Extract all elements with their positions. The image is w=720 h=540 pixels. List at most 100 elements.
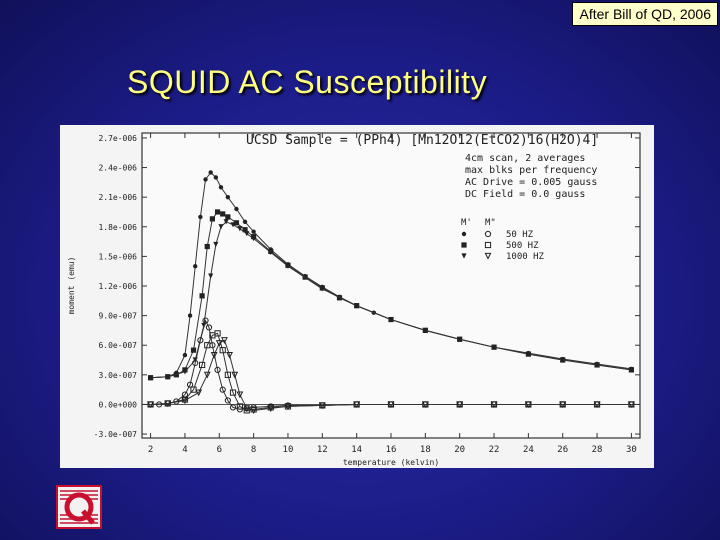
data-point (242, 219, 248, 225)
data-point (318, 402, 326, 410)
x-tick-label: 2 (148, 445, 153, 455)
data-point (225, 214, 231, 220)
data-point (243, 405, 251, 413)
data-point (267, 405, 275, 413)
data-point (221, 337, 228, 345)
data-point (251, 229, 256, 234)
data-point (229, 389, 237, 396)
y-tick-label: 3.0e-007 (98, 371, 137, 380)
x-tick-label: 6 (217, 445, 222, 455)
y-tick-label: 0.0e+000 (98, 400, 137, 409)
data-point (388, 316, 394, 323)
data-point (199, 361, 206, 369)
data-point (213, 175, 219, 180)
data-point (198, 214, 203, 220)
y-tick-label: 1.8e-006 (98, 223, 137, 232)
data-point (208, 273, 214, 279)
x-tick-label: 20 (454, 445, 465, 455)
data-point (354, 303, 360, 309)
data-point (214, 366, 221, 373)
data-point (244, 231, 250, 237)
y-tick-label: 1.5e-006 (98, 252, 137, 261)
data-point (268, 249, 274, 256)
x-axis-label: temperature (kelvin) (343, 458, 439, 467)
data-point (192, 359, 199, 367)
data-point (353, 401, 361, 409)
data-point (223, 219, 229, 225)
x-tick-label: 24 (523, 445, 534, 455)
data-point (219, 386, 226, 393)
data-point (203, 177, 208, 182)
data-point (165, 374, 171, 380)
data-point (422, 327, 428, 334)
data-point (461, 231, 467, 237)
chart-annotation: max blks per frequency (465, 165, 597, 176)
legend-entry: 500 HZ (506, 241, 539, 251)
data-point (225, 194, 231, 200)
data-point (236, 403, 243, 410)
chart-annotation: 4cm scan, 2 averages (465, 153, 585, 164)
chart-annotation: AC Drive = 0.005 gauss (465, 177, 597, 188)
data-point (213, 241, 219, 248)
data-point (457, 336, 463, 342)
y-axis-label: moment (emu) (67, 257, 76, 315)
y-tick-label: 9.0e-007 (98, 312, 137, 321)
data-point (220, 211, 226, 217)
data-point (628, 367, 635, 373)
x-tick-label: 14 (351, 445, 362, 455)
data-point (387, 401, 395, 409)
data-point (209, 216, 216, 222)
data-point (186, 381, 194, 388)
data-point (224, 397, 231, 404)
slide-title: SQUID AC Susceptibility (127, 64, 488, 100)
data-point (147, 375, 154, 381)
data-point (199, 293, 205, 299)
data-point (456, 401, 464, 409)
data-point (236, 391, 244, 399)
data-point (181, 397, 189, 405)
data-point (231, 371, 239, 379)
data-point (215, 340, 223, 347)
x-tick-label: 8 (251, 445, 256, 455)
x-tick-label: 12 (317, 445, 328, 455)
susceptibility-chart: 2 4 6 8 10 12 14 16 18 20 22 24 26 28 30 -3.0e-007 0.0e+… (60, 125, 654, 468)
data-point (484, 230, 492, 238)
x-tick-label: 18 (420, 445, 431, 455)
data-point (490, 401, 498, 409)
plot-frame (141, 132, 641, 439)
y-tick-label: 2.7e-006 (98, 134, 137, 143)
data-point (525, 351, 531, 357)
y-tick-label: 1.2e-006 (98, 282, 137, 291)
data-point (190, 347, 197, 353)
x-tick-label: 16 (386, 445, 397, 455)
series-line (150, 339, 632, 411)
x-tick-label: 10 (283, 445, 294, 455)
data-point (233, 220, 240, 226)
y-tick-label: 6.0e-007 (98, 341, 137, 350)
data-point (594, 362, 600, 368)
data-point (214, 209, 221, 215)
data-point (187, 313, 193, 318)
data-point (203, 371, 211, 379)
data-point (226, 351, 233, 359)
credit-label: After Bill of QD, 2006 (572, 2, 718, 26)
data-point (229, 404, 237, 411)
data-point (204, 342, 211, 349)
data-point (628, 401, 635, 409)
data-point (210, 351, 218, 359)
data-point (237, 226, 243, 232)
y-tick-label: 2.4e-006 (98, 164, 137, 173)
qd-logo-icon (56, 485, 102, 529)
data-point (250, 407, 258, 415)
data-point (285, 263, 291, 269)
data-point (218, 224, 224, 230)
data-point (593, 401, 601, 409)
x-tick-label: 26 (557, 445, 568, 455)
legend-entry: 50 HZ (506, 230, 534, 240)
data-point (242, 227, 248, 233)
data-point (219, 347, 226, 354)
chart-svg: 2 4 6 8 10 12 14 16 18 20 22 24 26 28 30-3.0e-0070.0e+… (67, 132, 641, 467)
data-point (230, 222, 236, 228)
data-point (560, 357, 566, 363)
